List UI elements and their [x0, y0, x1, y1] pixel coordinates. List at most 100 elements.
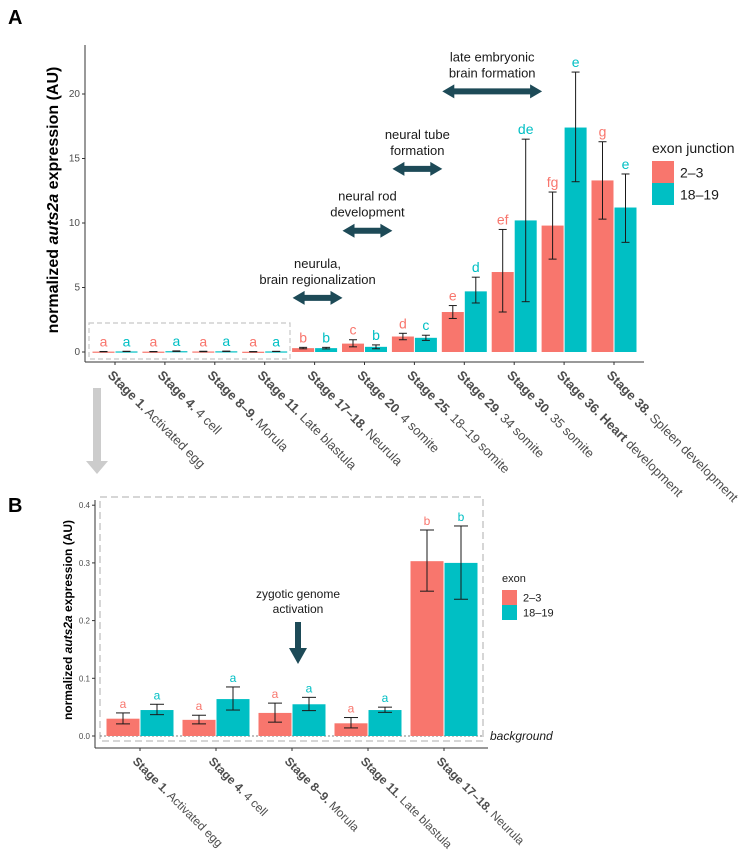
significance-letter: de	[518, 121, 534, 137]
significance-letter: c	[422, 317, 429, 333]
background-label: background	[490, 729, 553, 743]
bar-18-19	[414, 337, 437, 352]
bar-18-19	[564, 127, 587, 352]
legend-label: 18–19	[523, 607, 554, 619]
bar-2-3	[591, 180, 614, 352]
y-tick-label: 10	[69, 218, 81, 229]
annotation-text: neural tube	[385, 127, 450, 142]
bar-2-3	[258, 712, 292, 736]
significance-letter: b	[299, 329, 307, 345]
bar-2-3	[292, 348, 315, 352]
y-tick-label: 0.4	[79, 501, 91, 510]
significance-letter: a	[272, 687, 279, 701]
bar-2-3	[182, 719, 216, 736]
zoom-region-box	[88, 322, 291, 360]
bar-2-3	[342, 343, 364, 352]
significance-letter: d	[472, 259, 480, 275]
bar-18-19	[464, 291, 487, 352]
significance-letter: a	[272, 333, 280, 349]
down-arrow-icon	[86, 388, 108, 474]
significance-letter: fg	[547, 174, 559, 190]
chart-b: 0.0 0.1 0.2 0.3 0.4 normalized auts2a express…	[61, 496, 554, 852]
legend-swatch-18-19	[652, 183, 674, 205]
significance-letter: b	[372, 327, 380, 343]
significance-letter: a	[348, 702, 355, 716]
legend-label: 2–3	[523, 592, 541, 604]
annotation-text: neural rod	[338, 189, 397, 204]
significance-letter: a	[230, 671, 237, 685]
legend-title: exon	[502, 573, 526, 585]
bar-2-3	[106, 718, 140, 736]
legend-title: exon junction	[652, 140, 735, 156]
significance-letter: a	[154, 688, 161, 702]
significance-letter: c	[350, 322, 357, 338]
x-tick-label: Stage 8–9. Morula	[282, 754, 362, 834]
significance-letter: e	[572, 54, 580, 70]
significance-letter: e	[622, 156, 630, 172]
annotation-text: brain formation	[449, 65, 536, 80]
significance-letter: a	[199, 333, 207, 349]
significance-letter: e	[449, 288, 457, 304]
bar-18-19	[368, 710, 402, 736]
legend-label: 18–19	[680, 187, 719, 203]
significance-letter: a	[123, 333, 131, 349]
legend-swatch-2-3	[502, 590, 517, 605]
annotation-text: activation	[273, 602, 324, 616]
y-tick-label: 0.2	[79, 617, 91, 626]
zoom-connector-arrow	[86, 388, 108, 474]
chart-a: 0 5 10 15 20 normalized auts2a expression (AU…	[45, 45, 741, 505]
significance-letter: g	[599, 124, 607, 140]
significance-letter: a	[306, 681, 313, 695]
annotation-text: formation	[390, 143, 444, 158]
bar-2-3	[441, 312, 464, 352]
y-tick-label: 0.3	[79, 559, 91, 568]
legend-swatch-2-3	[652, 161, 674, 183]
legend-swatch-18-19	[502, 605, 517, 620]
zoom-region-box	[99, 496, 484, 742]
annotation-text: brain regionalization	[259, 272, 375, 287]
panel-label-a: A	[8, 7, 22, 29]
bar-2-3	[391, 336, 414, 352]
significance-letter: a	[382, 691, 389, 705]
annotation-arrow	[442, 84, 543, 99]
significance-letter: a	[100, 333, 108, 349]
annotation-text: late embryonic	[450, 49, 535, 64]
significance-letter: a	[222, 333, 230, 349]
y-tick-label: 15	[69, 154, 81, 165]
significance-letter: a	[249, 334, 257, 350]
x-tick-label: Stage 30. 35 somite	[504, 368, 597, 461]
y-tick-label: 0.1	[79, 674, 91, 683]
significance-letter: b	[458, 510, 465, 524]
panel-label-b: B	[8, 495, 22, 517]
y-axis-label: normalized auts2a expression (AU)	[45, 67, 62, 334]
y-axis-label: normalized auts2a expression (AU)	[61, 520, 75, 720]
significance-letter: b	[424, 514, 431, 528]
bar-18-19	[365, 346, 387, 352]
bar-2-3	[142, 351, 165, 353]
annotation-arrow	[292, 290, 343, 305]
x-tick-label: Stage 17–18. Neurula	[304, 368, 406, 470]
annotation-text: zygotic genome	[256, 587, 340, 601]
x-tick-label: Stage 4. 4 cell	[206, 754, 271, 819]
annotation-arrow-down	[289, 622, 307, 664]
significance-letter: d	[399, 315, 407, 331]
x-tick-label: Stage 11. Late blastula	[255, 368, 361, 474]
annotation-arrow	[392, 161, 443, 176]
significance-letter: b	[322, 329, 330, 345]
y-tick-label: 0.0	[79, 732, 91, 741]
annotation-arrow	[342, 223, 393, 238]
x-tick-label: Stage 1. Activated egg	[105, 368, 209, 472]
legend-label: 2–3	[680, 165, 704, 181]
y-tick-label: 20	[69, 89, 81, 100]
bar-18-19	[265, 351, 288, 353]
significance-letter: a	[196, 699, 203, 713]
significance-letter: a	[120, 697, 127, 711]
bar-18-19	[315, 348, 338, 352]
y-tick-label: 0	[74, 347, 80, 358]
significance-letter: a	[173, 333, 181, 349]
x-tick-label: Stage 29. 34 somite	[454, 368, 547, 461]
bar-18-19	[614, 207, 637, 352]
annotation-text: development	[330, 205, 405, 220]
y-tick-label: 5	[74, 283, 80, 294]
